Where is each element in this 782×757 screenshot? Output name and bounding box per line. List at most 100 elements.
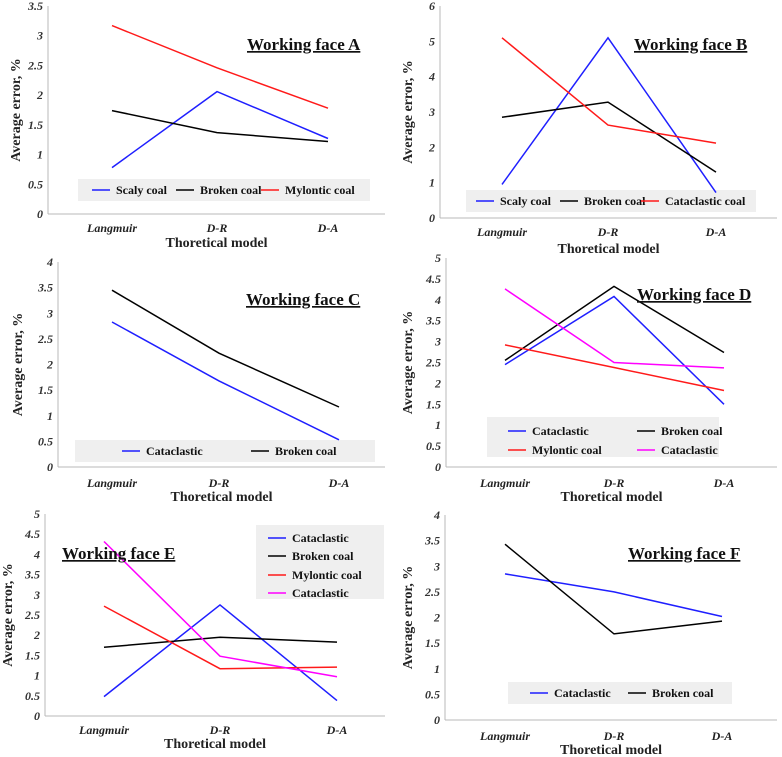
x-axis-title: Thoretical model bbox=[164, 737, 266, 752]
y-tick-label: 1 bbox=[429, 176, 435, 190]
x-tick-label: Langmuir bbox=[479, 729, 530, 743]
series-line bbox=[504, 344, 725, 392]
y-tick-label: 3 bbox=[434, 335, 441, 349]
y-tick-label: 4.5 bbox=[24, 527, 40, 541]
chart-panel-f: 0 0.5 1 1.5 2 2.5 3 3.5 4 Langmuir D-R D-A Thoretica… bbox=[401, 508, 777, 757]
y-tick-label: 2.5 bbox=[424, 585, 440, 599]
chart-panel-b: 0 1 2 3 4 5 6 Langmuir D-R D-A Thoretical model Ave… bbox=[401, 0, 777, 257]
y-tick-label: 0 bbox=[429, 211, 435, 225]
y-tick-label: 0.5 bbox=[426, 439, 441, 453]
y-tick-label: 0 bbox=[47, 460, 53, 474]
y-tick-label: 5 bbox=[435, 251, 441, 265]
panel-title: Working face E bbox=[62, 544, 175, 563]
x-axis-title: Thoretical model bbox=[560, 490, 662, 505]
legend-box bbox=[75, 440, 375, 462]
x-tick-label: D-R bbox=[603, 476, 625, 490]
y-tick-label: 3.5 bbox=[37, 281, 53, 295]
legend-label: Cataclastic bbox=[146, 444, 203, 458]
y-tick-label: 2 bbox=[428, 140, 435, 154]
y-axis-title: Average error, % bbox=[401, 311, 416, 415]
y-tick-label: 4.5 bbox=[425, 272, 441, 286]
panel-title: Working face F bbox=[628, 544, 740, 563]
y-tick-label: 6 bbox=[429, 0, 435, 13]
x-tick-label: D-R bbox=[209, 723, 231, 737]
legend-box bbox=[466, 190, 756, 212]
x-tick-label: D-R bbox=[208, 476, 230, 490]
chart-panel-d: 0 0.5 1 1.5 2 2.5 3 3.5 4 4.5 5 Langmuir D-R D-A Thore… bbox=[401, 251, 777, 505]
x-tick-label: D-A bbox=[326, 723, 348, 737]
y-tick-label: 2.5 bbox=[24, 608, 40, 622]
legend-label: Cataclastic coal bbox=[665, 194, 746, 208]
y-tick-label: 2 bbox=[46, 358, 53, 372]
series-line bbox=[111, 109, 329, 143]
series-line bbox=[501, 101, 717, 173]
y-tick-label: 2 bbox=[33, 628, 40, 642]
y-tick-label: 4 bbox=[428, 70, 435, 84]
legend-label: Broken coal bbox=[275, 444, 337, 458]
x-tick-label: D-A bbox=[328, 476, 350, 490]
x-tick-label: D-R bbox=[603, 729, 625, 743]
y-tick-label: 3 bbox=[433, 559, 440, 573]
y-axis-title: Average error, % bbox=[401, 60, 416, 164]
y-tick-label: 2.5 bbox=[425, 356, 441, 370]
y-tick-label: 3.5 bbox=[24, 568, 40, 582]
y-tick-label: 3 bbox=[46, 306, 53, 320]
y-tick-label: 1.5 bbox=[25, 648, 40, 662]
y-tick-label: 1 bbox=[435, 418, 441, 432]
x-tick-label: D-A bbox=[705, 225, 727, 239]
y-tick-label: 0 bbox=[435, 460, 441, 474]
y-tick-label: 0.5 bbox=[28, 177, 43, 191]
series-line bbox=[111, 321, 340, 441]
y-tick-label: 2.5 bbox=[27, 58, 43, 72]
x-tick-label: Langmuir bbox=[479, 476, 530, 490]
x-tick-label: D-A bbox=[713, 476, 735, 490]
y-tick-label: 1 bbox=[434, 662, 440, 676]
legend-label: Broken coal bbox=[652, 686, 714, 700]
chart-panel-e: 0 0.5 1 1.5 2 2.5 3 3.5 4 4.5 5 Langmuir D-R D-A Thore… bbox=[1, 507, 385, 752]
legend-label: Broken coal bbox=[292, 549, 354, 563]
series-line bbox=[504, 543, 723, 635]
y-tick-label: 0 bbox=[434, 713, 440, 727]
chart-panel-c: 0 0.5 1 1.5 2 2.5 3 3.5 4 Langmuir D-R D-A Thoretica… bbox=[11, 255, 385, 505]
series-line bbox=[103, 636, 338, 649]
y-tick-label: 4 bbox=[46, 255, 53, 269]
x-axis-title: Thoretical model bbox=[560, 743, 662, 757]
series-line bbox=[111, 289, 340, 408]
y-axis-title: Average error, % bbox=[11, 313, 26, 417]
y-tick-label: 3 bbox=[36, 29, 43, 43]
x-tick-label: D-R bbox=[206, 221, 228, 235]
legend-label: Broken coal bbox=[584, 194, 646, 208]
legend-label: Cataclastic bbox=[554, 686, 611, 700]
y-tick-label: 4 bbox=[33, 547, 40, 561]
series-line bbox=[504, 288, 725, 369]
legend-label: Cataclastic bbox=[292, 531, 349, 545]
legend-label: Scaly coal bbox=[116, 183, 168, 197]
y-tick-label: 1.5 bbox=[426, 397, 441, 411]
y-tick-label: 2 bbox=[36, 88, 43, 102]
y-tick-label: 3 bbox=[428, 105, 435, 119]
y-tick-label: 0.5 bbox=[425, 687, 440, 701]
y-tick-label: 4 bbox=[434, 293, 441, 307]
legend-box bbox=[78, 179, 370, 201]
series-line bbox=[111, 90, 329, 169]
x-tick-label: D-R bbox=[597, 225, 619, 239]
legend-box bbox=[508, 682, 732, 704]
panel-title: Working face B bbox=[634, 35, 747, 54]
y-tick-label: 0.5 bbox=[38, 434, 53, 448]
legend-label: Scaly coal bbox=[500, 194, 552, 208]
y-tick-label: 2 bbox=[434, 376, 441, 390]
y-tick-label: 3.5 bbox=[27, 0, 43, 13]
y-tick-label: 0 bbox=[37, 207, 43, 221]
series-line bbox=[103, 605, 338, 670]
x-tick-label: Langmuir bbox=[78, 723, 129, 737]
legend-label: Mylontic coal bbox=[292, 568, 362, 582]
y-tick-label: 0.5 bbox=[25, 689, 40, 703]
legend-label: Cataclastic bbox=[661, 443, 718, 457]
y-tick-label: 1 bbox=[37, 148, 43, 162]
y-tick-label: 1 bbox=[47, 409, 53, 423]
y-tick-label: 3.5 bbox=[424, 534, 440, 548]
x-axis-title: Thoretical model bbox=[165, 236, 267, 251]
legend-label: Mylontic coal bbox=[285, 183, 355, 197]
y-tick-label: 1.5 bbox=[28, 118, 43, 132]
